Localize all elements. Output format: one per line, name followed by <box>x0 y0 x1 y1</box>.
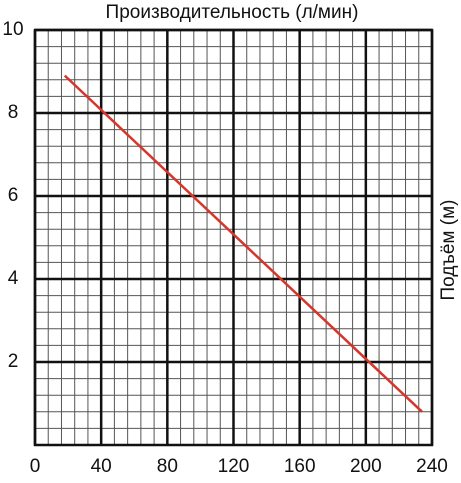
x-tick-label: 240 <box>416 456 448 477</box>
x-tick-label: 0 <box>30 456 41 477</box>
data-line <box>63 74 423 413</box>
x-tick-label: 80 <box>157 456 178 477</box>
x-tick-label: 160 <box>284 456 316 477</box>
x-tick-label: 200 <box>350 456 382 477</box>
y-tick-label: 10 <box>2 19 23 40</box>
y-axis-label: Подъём (м) <box>438 200 459 301</box>
chart-title: Производительность (л/мин) <box>106 2 359 23</box>
y-tick-label: 2 <box>8 351 19 372</box>
y-tick-label: 4 <box>8 268 19 289</box>
y-tick-label: 6 <box>8 185 19 206</box>
x-tick-label: 120 <box>218 456 250 477</box>
x-tick-label: 40 <box>91 456 112 477</box>
y-tick-label: 8 <box>8 102 19 123</box>
plot-border <box>33 28 434 447</box>
